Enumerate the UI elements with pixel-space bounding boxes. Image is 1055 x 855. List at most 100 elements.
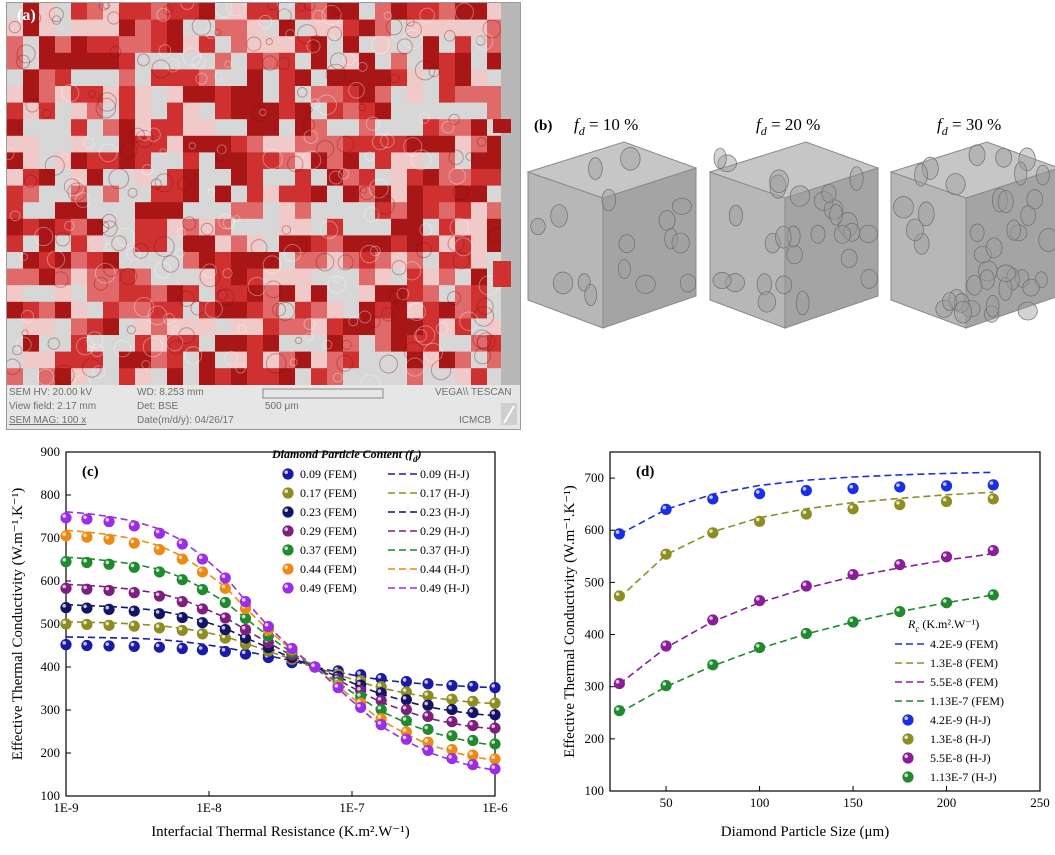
sem-grain	[20, 252, 29, 261]
sem-cell	[471, 335, 488, 353]
sem-cell	[199, 218, 216, 236]
fem-point-highlight	[155, 568, 160, 572]
sem-grain	[151, 59, 171, 79]
fem-point	[489, 722, 501, 734]
hj-point-highlight	[662, 682, 667, 686]
sem-cell	[407, 169, 424, 187]
sem-image-panel: (a) SEM HV: 20.00 kV WD: 8.253 mm VEGA\\…	[6, 2, 521, 430]
fem-point-highlight	[83, 604, 87, 609]
sem-cell	[471, 3, 488, 21]
legend-label: 0.44 (FEM)	[300, 562, 357, 576]
sem-cell	[167, 86, 184, 104]
fem-point	[153, 544, 166, 556]
hj-point	[894, 559, 906, 571]
sem-cell	[135, 52, 152, 70]
sem-cell	[295, 301, 312, 319]
sem-cell	[215, 285, 232, 303]
legend-label: 0.37 (H-J)	[420, 543, 469, 557]
sem-cell	[23, 301, 40, 319]
sem-cell	[423, 252, 440, 270]
hj-point	[940, 597, 953, 609]
sem-cell	[279, 119, 296, 137]
fem-point-highlight	[402, 705, 407, 710]
sem-grain	[402, 261, 422, 281]
sem-cell	[247, 268, 264, 286]
sem-grain	[419, 7, 435, 24]
sem-cell	[295, 69, 312, 87]
sem-grain	[325, 63, 347, 85]
sem-cell	[231, 368, 248, 385]
sem-cell	[279, 19, 296, 37]
sem-cell	[263, 69, 280, 87]
sem-cell	[135, 152, 152, 170]
fem-point-highlight	[130, 607, 135, 612]
fem-point-highlight	[377, 715, 382, 719]
sem-cell	[493, 261, 511, 287]
sem-cell	[455, 335, 472, 353]
hj-point	[940, 480, 953, 492]
fem-point	[219, 645, 231, 658]
diamond-particle	[968, 144, 986, 166]
sem-grain	[102, 3, 111, 10]
sem-cell	[183, 52, 200, 70]
sem-grain	[476, 137, 487, 147]
sem-grain	[200, 222, 214, 236]
sem-cell	[407, 185, 424, 203]
sem-cell	[439, 268, 456, 286]
sem-cell	[471, 36, 488, 54]
sem-cell	[439, 185, 456, 203]
sem-cell	[247, 69, 264, 87]
sem-cell	[247, 185, 264, 203]
legend-label: 4.2E-9 (H-J)	[930, 713, 991, 727]
sem-grain	[410, 149, 432, 171]
sem-cell	[375, 252, 392, 270]
hj-point-highlight	[615, 530, 620, 534]
fem-point	[219, 582, 231, 594]
sem-cell	[119, 285, 136, 303]
legend-label: 0.23 (FEM)	[300, 505, 357, 519]
fem-point	[400, 715, 412, 727]
sem-cell	[327, 152, 344, 170]
sem-cell	[87, 3, 104, 21]
sem-cell	[23, 3, 40, 21]
sem-grain	[403, 341, 423, 361]
sem-cell	[119, 235, 136, 253]
fem-point-highlight	[377, 689, 382, 693]
sem-grain	[65, 176, 85, 197]
fem-point	[128, 537, 140, 549]
sem-cell	[7, 69, 24, 87]
fem-point	[446, 716, 458, 728]
sem-grain	[190, 300, 205, 316]
sem-cell	[39, 235, 56, 253]
legend-label: 0.49 (H-J)	[420, 581, 469, 595]
sem-cell	[7, 202, 24, 220]
sem-cell	[359, 185, 376, 203]
sem-cell	[7, 301, 24, 319]
sem-edge	[501, 3, 520, 385]
fem-point-highlight	[377, 696, 382, 701]
sem-cell	[279, 368, 296, 385]
panel-d-label: (d)	[636, 464, 654, 480]
sem-cell	[327, 285, 344, 303]
sem-grain	[267, 3, 280, 11]
sem-cell	[343, 169, 360, 187]
sem-grain	[415, 242, 432, 259]
sem-cell	[199, 335, 216, 353]
sem-grain	[262, 255, 282, 275]
fem-point-highlight	[105, 560, 110, 565]
sem-grain	[405, 357, 425, 377]
sem-grain	[296, 3, 306, 12]
sem-cell	[215, 152, 232, 170]
sem-cell	[455, 301, 472, 319]
sem-cell	[183, 36, 200, 54]
sem-cell	[471, 69, 488, 87]
sem-cell	[359, 318, 376, 336]
sem-cell	[327, 19, 344, 37]
legend-label: 1.13E-7 (H-J)	[930, 770, 997, 784]
sem-cell	[311, 351, 328, 369]
sem-grain	[25, 98, 40, 113]
sem-cell	[471, 218, 488, 236]
diamond-particle	[997, 190, 1014, 214]
hj-point-highlight	[802, 582, 807, 587]
sem-cell	[247, 102, 264, 120]
